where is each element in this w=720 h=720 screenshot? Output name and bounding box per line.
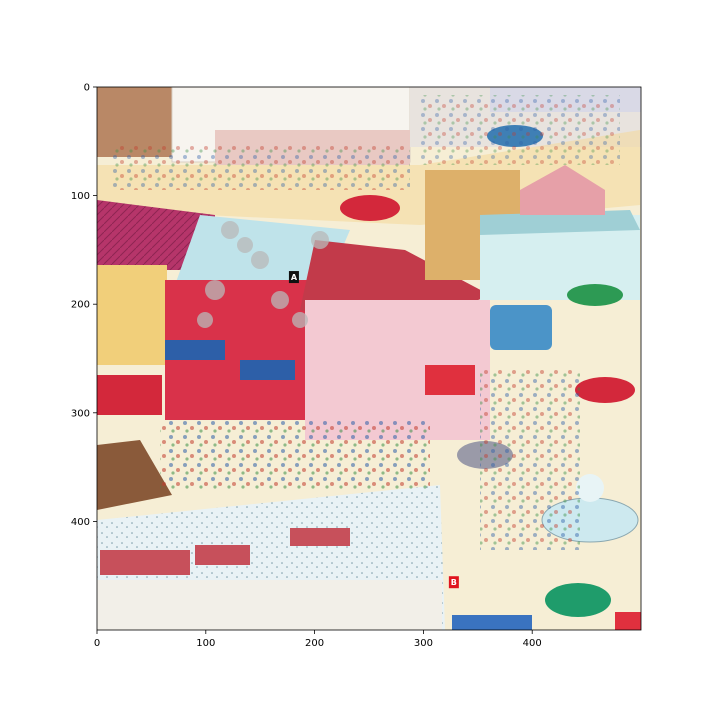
x-tick-label: 200 [305, 638, 324, 649]
y-tick-label: 100 [71, 191, 90, 202]
marker-a-box [288, 271, 299, 284]
x-tick-label: 400 [523, 638, 542, 649]
marker-b-box [448, 576, 459, 589]
marker-a-label: A [291, 273, 298, 282]
y-tick-label: 400 [71, 517, 90, 528]
y-tick-label: 200 [71, 300, 90, 311]
x-tick-label: 100 [196, 638, 215, 649]
x-tick-label: 0 [94, 638, 100, 649]
y-tick-label: 300 [71, 408, 90, 419]
marker-b-label: B [451, 578, 457, 587]
x-axis: 0 100 200 300 400 [94, 630, 542, 649]
x-tick-label: 300 [414, 638, 433, 649]
marker-b: B [448, 576, 459, 589]
y-axis: 0 100 200 300 400 [71, 83, 97, 528]
marker-a: A [288, 271, 299, 284]
scene-image [97, 87, 641, 630]
y-tick-label: 0 [84, 83, 90, 94]
marker-layer: AB [288, 271, 459, 589]
plot-frame [96, 86, 642, 631]
